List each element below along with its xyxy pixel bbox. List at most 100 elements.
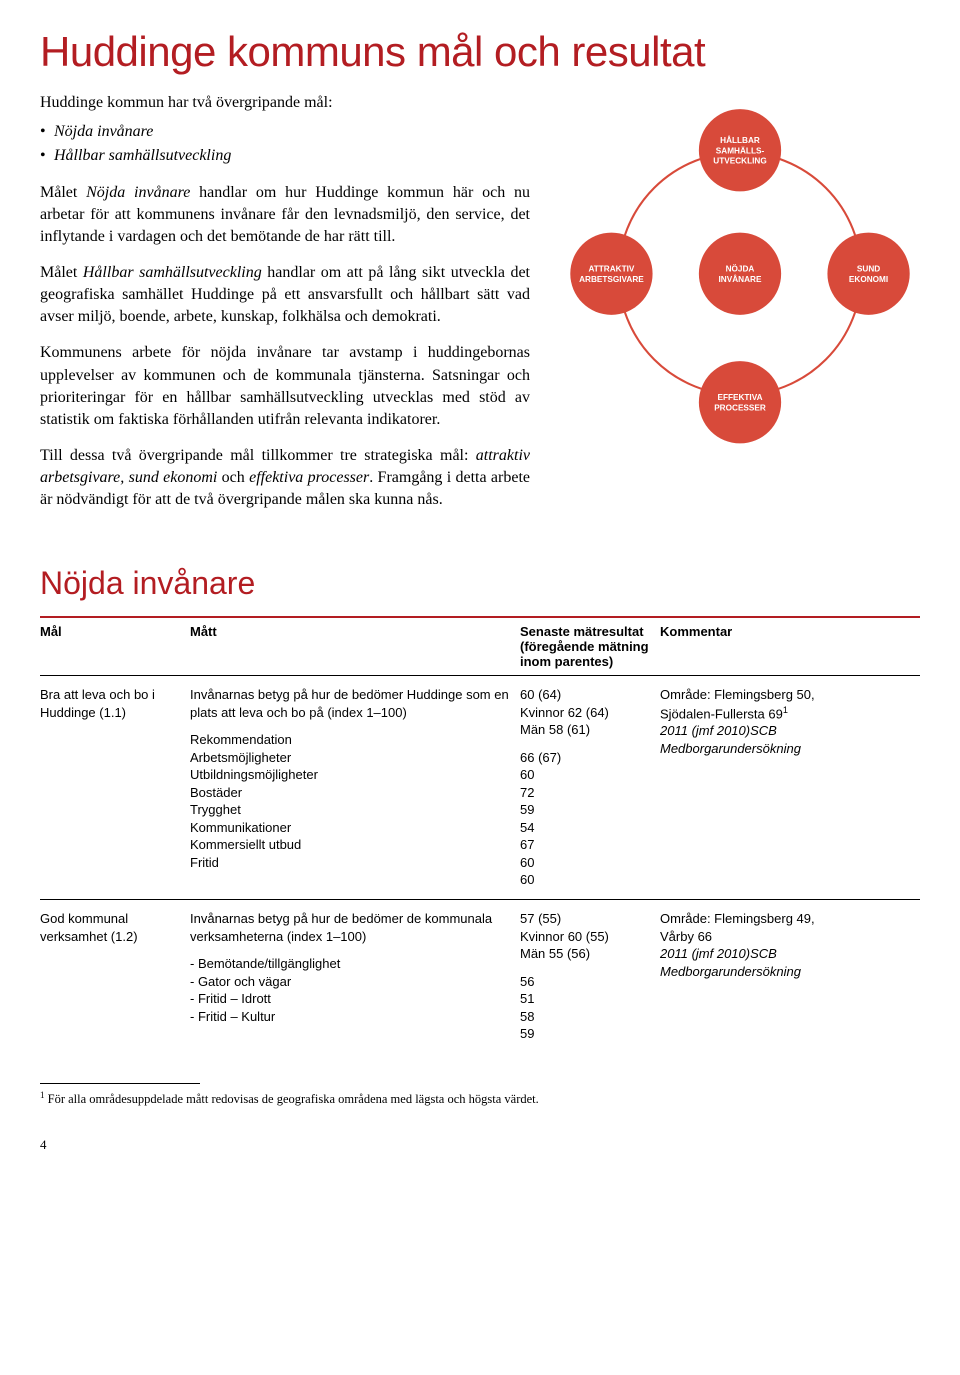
matt-sub-item: - Gator och vägar [190,973,512,991]
col-h-res: Senaste mätresultat (föregående mätning … [520,617,660,676]
matt-sub-item: Trygghet [190,801,512,819]
p2-a: Målet [40,264,83,281]
res-sub-item: 72 [520,784,652,802]
p2-i: Hållbar samhällsutveckling [83,264,262,281]
diagram-node-label: EKONOMI [849,275,888,284]
table-header-row: Mål Mått Senaste mätresultat (föregående… [40,617,920,676]
cell-kom: Område: Flemingsberg 50,Sjödalen-Fullers… [660,676,920,900]
diagram-node-label: SAMHÄLLS- [716,145,765,155]
page-number: 4 [40,1137,920,1153]
res-sub-item: 60 [520,766,652,784]
res-sub-item: 67 [520,836,652,854]
matt-sub-item: Rekommendation [190,731,512,749]
top-section: Huddinge kommun har två övergripande mål… [40,94,920,525]
matt-sub-item: Arbetsmöjligheter [190,749,512,767]
diagram-node-label: SUND [857,265,880,274]
res-main-item: Kvinnor 60 (55) [520,928,652,946]
text-column: Huddinge kommun har två övergripande mål… [40,94,530,525]
kom-line2: Vårby 66 [660,928,912,946]
kom-ital: 2011 (jmf 2010)SCB Medborgarundersökning [660,945,912,980]
diagram-node-label: INVÅNARE [719,274,762,284]
matt-sub-item: - Bemötande/tillgänglighet [190,955,512,973]
goals-diagram-icon: HÅLLBARSAMHÄLLS- UTVECKLING ATTRAKTIVARBET… [560,104,920,454]
diagram-column: HÅLLBARSAMHÄLLS- UTVECKLING ATTRAKTIVARBET… [560,94,920,525]
res-main-item: 57 (55) [520,910,652,928]
kom-ital: 2011 (jmf 2010)SCB Medborgarundersökning [660,722,912,757]
cell-res: 57 (55)Kvinnor 60 (55)Män 55 (56) 5651585… [520,900,660,1053]
res-sub-item: 54 [520,819,652,837]
footnote: 1 För alla områdesuppdelade mått redovis… [40,1090,920,1107]
matt-main: Invånarnas betyg på hur de bedömer Huddi… [190,686,512,721]
diagram-node-center [699,233,781,315]
matt-sublist: - Bemötande/tillgänglighet- Gator och vä… [190,955,512,1025]
res-sub-item: 51 [520,990,652,1008]
diagram-node-left [570,233,652,315]
cell-mal: God kommunal verksamhet (1.2) [40,900,190,1053]
bullet-item: Hållbar samhällsutveckling [40,144,530,168]
res-sub-item: 66 (67) [520,749,652,767]
res-main-item: Män 58 (61) [520,721,652,739]
res-sublist: 66 (67)60725954676060 [520,749,652,889]
res-sub-item: 56 [520,973,652,991]
matt-sub-item: Fritid [190,854,512,872]
matt-sub-item: Utbildningsmöjligheter [190,766,512,784]
diagram-node-bottom [699,361,781,443]
diagram-node-label: PROCESSER [714,404,766,413]
table-row: God kommunal verksamhet (1.2)Invånarnas … [40,900,920,1053]
paragraph-4: Till dessa två övergripande mål tillkomm… [40,445,530,511]
matt-sublist: RekommendationArbetsmöjligheterUtbildnin… [190,731,512,871]
footnote-rule [40,1083,200,1084]
paragraph-1: Målet Nöjda invånare handlar om hur Hudd… [40,182,530,248]
diagram-node-label: HÅLLBAR [720,135,760,145]
kom-line2: Sjödalen-Fullersta 691 [660,704,912,723]
diagram-node-right [827,233,909,315]
res-sub-item: 58 [520,1008,652,1026]
p4-a: Till dessa två övergripande mål tillkomm… [40,447,476,464]
intro-line: Huddinge kommun har två övergripande mål… [40,94,530,112]
cell-matt: Invånarnas betyg på hur de bedömer Huddi… [190,676,520,900]
kom-l2-text: Vårby 66 [660,929,712,944]
col-h-kom: Kommentar [660,617,920,676]
paragraph-3: Kommunens arbete för nöjda invånare tar … [40,342,530,430]
cell-mal: Bra att leva och bo i Huddinge (1.1) [40,676,190,900]
diagram-node-label: UTVECKLING [713,157,766,166]
matt-sub-item: Kommunikationer [190,819,512,837]
paragraph-2: Målet Hållbar samhällsutveckling handlar… [40,262,530,328]
res-main-item: 60 (64) [520,686,652,704]
diagram-node-label: ARBETSGIVARE [579,275,644,284]
p1-i: Nöjda invånare [86,184,190,201]
cell-kom: Område: Flemingsberg 49,Vårby 662011 (jm… [660,900,920,1053]
diagram-node-label: EFFEKTIVA [717,393,762,402]
res-sub-item: 60 [520,854,652,872]
res-sub-item: 60 [520,871,652,889]
cell-res: 60 (64)Kvinnor 62 (64)Män 58 (61) 66 (67)… [520,676,660,900]
diagram-node-label: NÖJDA [726,264,755,274]
matt-sub-item: Kommersiellt utbud [190,836,512,854]
kom-line1: Område: Flemingsberg 50, [660,686,912,704]
matt-main: Invånarnas betyg på hur de bedömer de ko… [190,910,512,945]
res-main-item: Kvinnor 62 (64) [520,704,652,722]
res-sub-item: 59 [520,1025,652,1043]
res-sub-item: 59 [520,801,652,819]
section-heading: Nöjda invånare [40,565,920,602]
goal-bullets: Nöjda invånare Hållbar samhällsutvecklin… [40,120,530,168]
cell-matt: Invånarnas betyg på hur de bedömer de ko… [190,900,520,1053]
p4-b: och [217,469,249,486]
diagram-node-label: ATTRAKTIV [588,265,634,274]
matt-sub-item: - Fritid – Idrott [190,990,512,1008]
res-sublist: 56515859 [520,973,652,1043]
kom-sup: 1 [783,705,788,715]
col-h-matt: Mått [190,617,520,676]
matt-sub-item: - Fritid – Kultur [190,1008,512,1026]
p1-a: Målet [40,184,86,201]
bullet-item: Nöjda invånare [40,120,530,144]
kom-l2-text: Sjödalen-Fullersta 69 [660,706,783,721]
results-table: Mål Mått Senaste mätresultat (föregående… [40,616,920,1053]
table-row: Bra att leva och bo i Huddinge (1.1)Invå… [40,676,920,900]
matt-sub-item: Bostäder [190,784,512,802]
p4-i2: effektiva processer [249,469,369,486]
col-h-mal: Mål [40,617,190,676]
footnote-text: För alla områdesuppdelade mått redovisas… [45,1092,539,1106]
res-main-item: Män 55 (56) [520,945,652,963]
page-title: Huddinge kommuns mål och resultat [40,28,920,76]
